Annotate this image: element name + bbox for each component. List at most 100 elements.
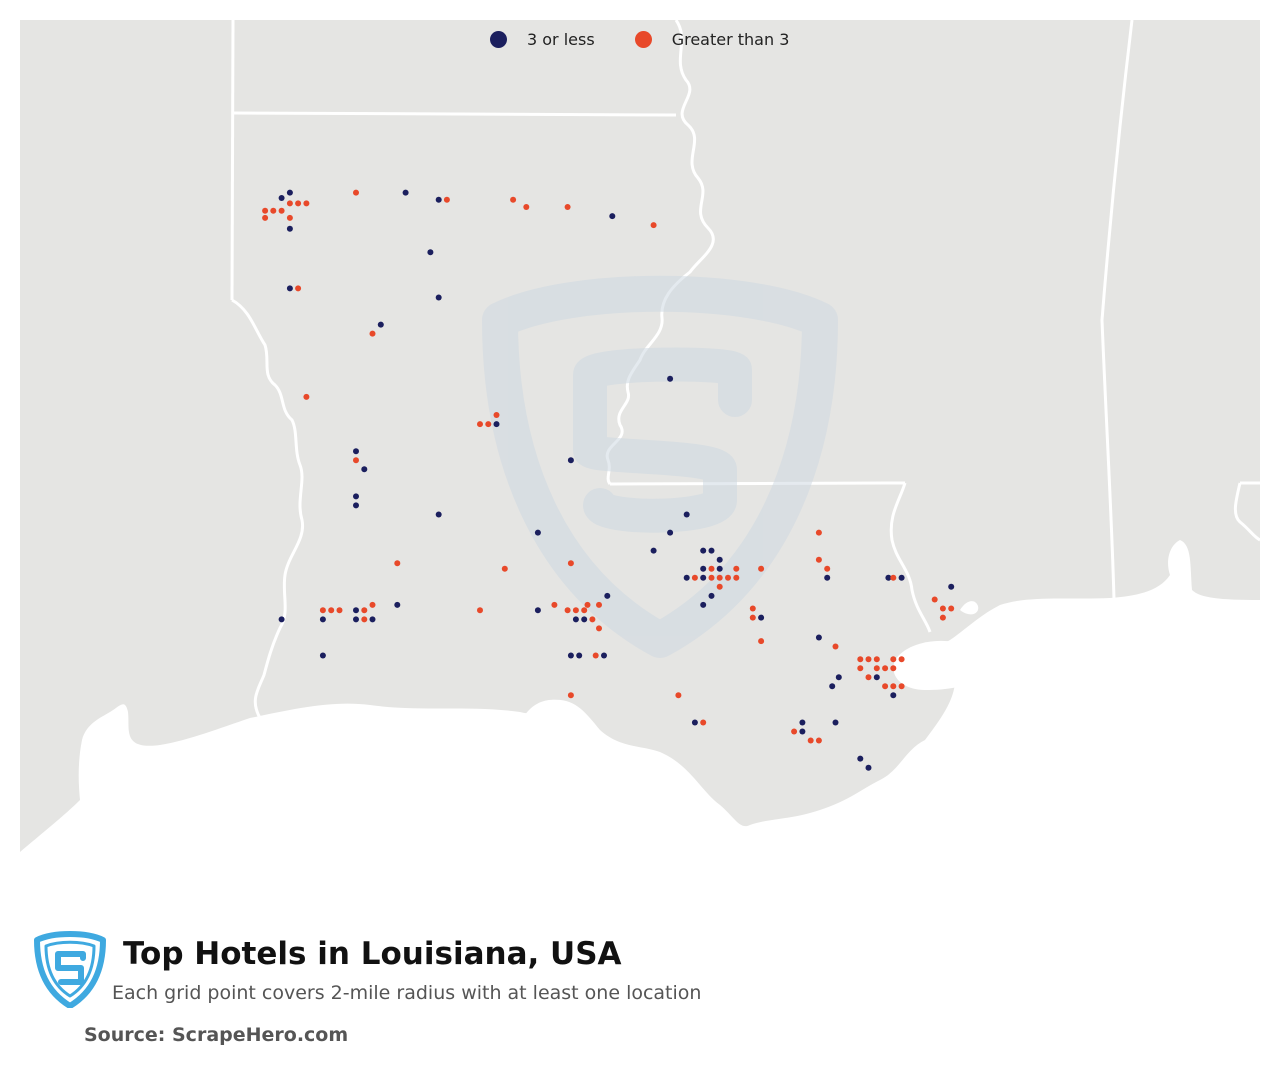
hotel-grid-point <box>501 565 508 572</box>
hotel-grid-point <box>815 634 822 641</box>
hotel-grid-point <box>353 457 359 464</box>
map-subtitle: Each grid point covers 2-mile radius wit… <box>112 982 702 1004</box>
pearl-river-border <box>889 482 932 633</box>
hotel-grid-point <box>319 607 326 614</box>
hotel-grid-point <box>758 614 765 621</box>
logo-shield-inner <box>44 940 96 998</box>
hotel-grid-point <box>377 321 384 328</box>
hotel-grid-point <box>885 574 892 581</box>
hotel-grid-point <box>567 560 574 567</box>
hotel-grid-point <box>733 574 740 581</box>
mississippi-alabama-line <box>1100 19 1134 601</box>
hotel-grid-point <box>576 652 583 659</box>
hotel-grid-point <box>749 614 756 621</box>
hotel-grid-point <box>353 493 359 500</box>
watermark-shield <box>482 275 838 658</box>
hotel-grid-point <box>865 656 872 663</box>
hotel-grid-point <box>435 294 442 301</box>
hotel-grid-point <box>857 656 864 663</box>
hotel-grid-point <box>865 764 872 771</box>
logo-letter-s <box>55 951 86 985</box>
hotel-grid-point <box>749 605 756 612</box>
hotel-grid-point <box>873 656 880 663</box>
hotel-grid-point <box>948 583 955 590</box>
arkansas-louisiana-line <box>231 111 677 117</box>
hotel-grid-point <box>477 421 483 428</box>
hotel-grid-point <box>572 607 579 614</box>
hotel-grid-point <box>691 719 698 726</box>
hotel-grid-point <box>650 547 657 554</box>
hotel-grid-point <box>898 656 905 663</box>
hotel-grid-point <box>832 643 839 650</box>
hotel-grid-point <box>286 214 293 221</box>
hotel-grid-point <box>572 616 579 623</box>
hotel-grid-point <box>700 565 707 572</box>
hotel-grid-point <box>700 547 707 554</box>
hotel-grid-point <box>716 583 723 590</box>
hotel-grid-point <box>534 529 541 536</box>
hotel-grid-point <box>815 529 822 536</box>
hotel-grid-point <box>286 189 293 196</box>
logo-shield-outer <box>34 931 106 1008</box>
hotel-grid-point <box>523 204 530 210</box>
hotel-grid-point <box>609 213 616 220</box>
hotel-grid-point <box>353 607 359 614</box>
hotel-grid-point <box>815 737 822 744</box>
hotel-grid-point <box>435 196 442 203</box>
hotel-grid-point <box>435 511 442 518</box>
hotel-grid-point <box>708 592 715 599</box>
hotel-grid-point <box>667 375 674 382</box>
hotel-grid-point <box>815 556 822 563</box>
hotel-grid-point <box>700 719 707 726</box>
hotel-grid-point <box>700 601 707 608</box>
legend-label-3-or-less: 3 or less <box>527 30 595 49</box>
hotel-grid-point <box>564 204 571 210</box>
hotel-grid-point <box>567 457 574 464</box>
hotel-grid-point <box>890 656 897 663</box>
arkansas-texas-line <box>230 19 235 301</box>
legend-dot-greater-than-3 <box>634 31 652 48</box>
hotel-grid-point <box>865 674 872 681</box>
hotel-grid-point <box>353 189 359 196</box>
sabine-river-border <box>231 298 305 719</box>
hotel-grid-point <box>394 560 401 567</box>
hotel-grid-point <box>824 574 831 581</box>
hotel-grid-point <box>564 607 571 614</box>
coastal-bay-west <box>525 699 577 733</box>
hotel-grid-point <box>716 565 723 572</box>
hotel-grid-point <box>939 614 946 621</box>
hotel-grid-point <box>361 607 368 614</box>
hotel-grid-point <box>319 616 326 623</box>
hotel-grid-point <box>758 565 765 572</box>
hotel-grid-point <box>278 195 285 201</box>
hotel-grid-point <box>708 547 715 554</box>
hotel-grid-point <box>427 249 434 256</box>
alabama-florida-line <box>1233 481 1261 542</box>
hotel-grid-point <box>369 616 376 623</box>
hotel-grid-point <box>683 574 690 581</box>
hotel-grid-point <box>336 607 343 614</box>
map-legend: 3 or less Greater than 3 <box>490 30 789 49</box>
watermark-letter <box>573 347 752 533</box>
hotel-grid-point <box>596 601 602 608</box>
hotel-grid-point <box>650 222 657 229</box>
hotel-grid-point <box>328 607 335 614</box>
hotel-grid-point <box>791 728 798 735</box>
hotel-grid-point <box>898 683 905 690</box>
hotel-grid-point <box>286 225 293 232</box>
hotel-grid-point <box>832 719 839 726</box>
hotel-grid-point <box>394 601 401 608</box>
hotel-grid-point <box>270 207 277 214</box>
hotel-grid-point <box>361 466 368 473</box>
hotel-grid-point <box>278 616 285 623</box>
hotel-grid-point <box>716 574 723 581</box>
hotel-grid-point <box>873 665 880 672</box>
hotel-grid-point <box>931 596 938 603</box>
lake-pontchartrain <box>893 640 982 690</box>
hotel-grid-point <box>898 574 905 581</box>
hotel-grid-point <box>799 719 806 726</box>
hotel-grid-point <box>262 207 269 214</box>
hotel-grid-point <box>708 565 715 572</box>
hotel-grid-point <box>890 692 897 699</box>
hotel-grid-point <box>890 665 897 672</box>
